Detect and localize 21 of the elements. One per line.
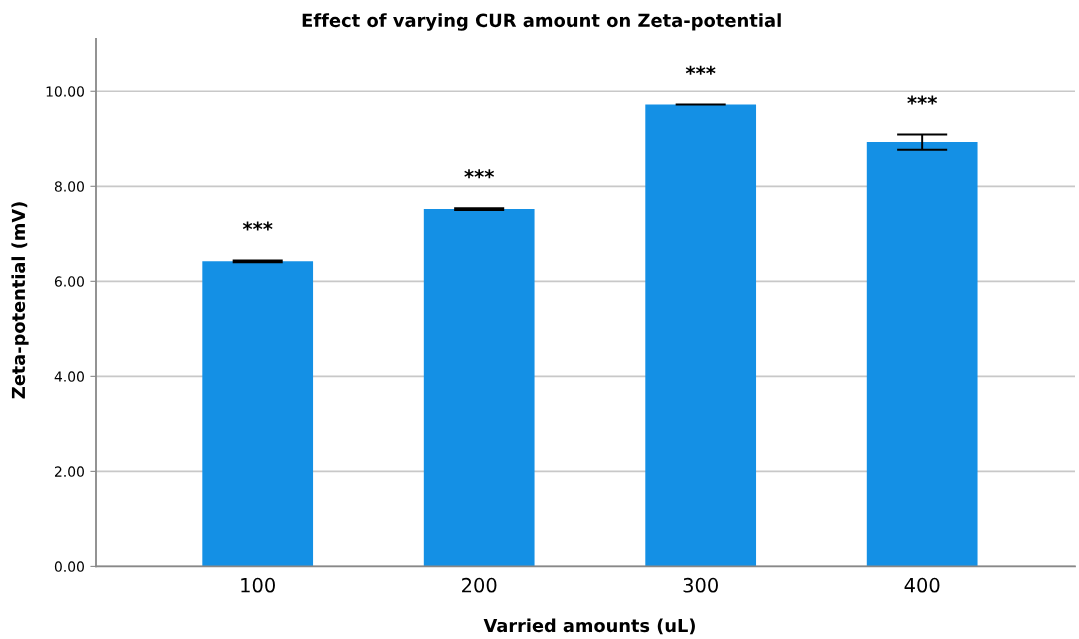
y-tick-label: 4.00: [54, 371, 84, 382]
bar: [866, 142, 978, 567]
y-axis-title: Zeta-potential (mV): [11, 202, 29, 399]
x-tick-label: 100: [241, 577, 275, 593]
x-tick-label: 200: [462, 577, 497, 593]
x-tick-label: 300: [683, 577, 718, 593]
y-tick-label: 10.00: [46, 86, 84, 97]
bar: [423, 209, 535, 567]
bar: [202, 261, 314, 567]
chart-title: Effect of varying CUR amount on Zeta-potential: [302, 13, 781, 31]
y-tick-label: 2.00: [54, 466, 84, 477]
y-tick-label: 8.00: [54, 181, 84, 192]
annotation: ***: [464, 169, 495, 179]
x-axis-title: Varried amounts (uL): [483, 618, 695, 635]
x-tick-label: 400: [904, 577, 940, 593]
annotation: ***: [907, 95, 938, 105]
annotation: ***: [685, 65, 716, 75]
annotation: ***: [242, 221, 273, 231]
bar: [645, 104, 757, 567]
y-tick-label: 6.00: [54, 276, 84, 287]
y-tick-label: 0.00: [54, 561, 84, 572]
